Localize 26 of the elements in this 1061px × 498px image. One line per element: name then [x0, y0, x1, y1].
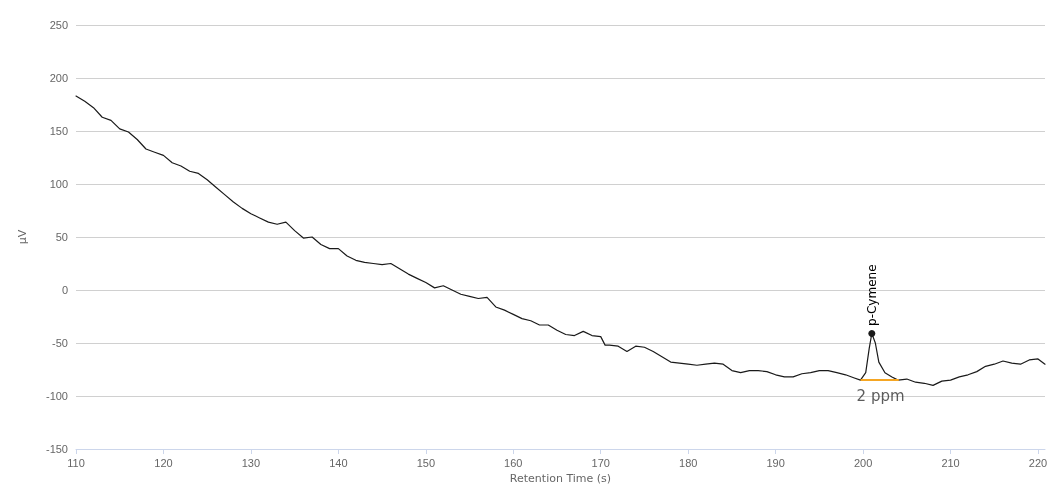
y-tick-label: 100 — [49, 178, 68, 190]
x-tick-label: 160 — [504, 456, 523, 469]
y-tick-label: 50 — [55, 231, 68, 243]
x-tick-label: 210 — [941, 456, 960, 469]
x-tick-label: 150 — [416, 456, 435, 469]
x-tick-label: 130 — [241, 456, 261, 469]
x-tick-label: 190 — [766, 456, 785, 469]
y-tick-label: 200 — [49, 72, 68, 84]
y-tick-label: -50 — [52, 337, 68, 349]
x-tick-label: 110 — [67, 456, 85, 469]
y-tick-label: 0 — [61, 284, 68, 296]
y-tick-label: 150 — [49, 125, 68, 137]
x-tick-label: 120 — [154, 456, 173, 469]
y-tick-label: 250 — [49, 19, 68, 31]
x-tick-label: 200 — [853, 456, 873, 469]
line-series — [75, 95, 1046, 386]
x-tick-label: 220 — [1028, 456, 1048, 469]
y-tick-label: -150 — [45, 443, 68, 455]
annotation: 2 ppm — [856, 386, 905, 405]
y-axis-title: μV — [16, 229, 29, 245]
x-tick-label: 180 — [679, 456, 698, 469]
x-tick-label: 140 — [329, 456, 348, 469]
x-tick-label: 170 — [591, 456, 610, 469]
y-tick-label: -100 — [45, 390, 68, 402]
x-axis-title: Retention Time (s) — [509, 472, 612, 485]
annotation: p-Cymene — [864, 264, 879, 326]
